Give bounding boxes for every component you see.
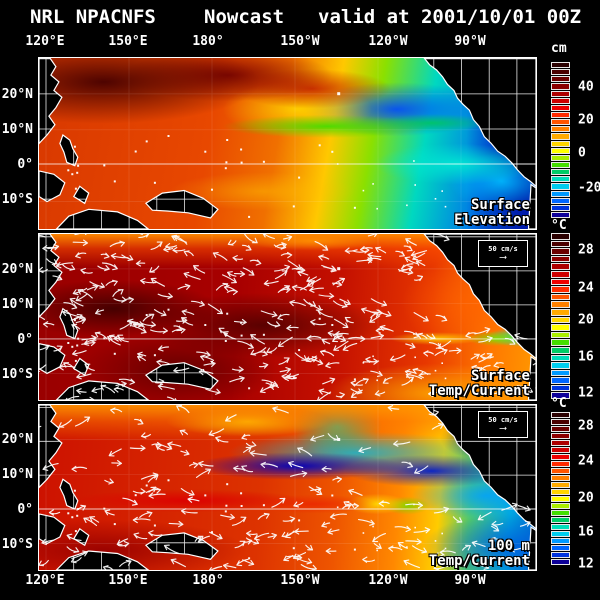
lon-tick-label: 90°W [454,34,486,49]
title-org: NRL NPACNFS [30,6,156,28]
lat-tick-label: 10°N [1,122,33,137]
colorbar-surface-temp: °C 28 24 20 16 12 [551,218,600,401]
colorbar-tick: -20 [578,180,600,196]
colorbar-unit: °C [551,396,567,411]
colorbar-swatches [551,233,570,400]
colorbar-tick: 28 [578,418,594,434]
colorbar-tick: 24 [578,280,594,296]
colorbar-tick: 20 [578,112,594,128]
colorbar-tick: 0 [578,145,586,161]
lat-tick-label: 10°N [1,297,33,312]
lat-tick-label: 10°S [1,537,33,552]
title-valid: valid at 2001/10/01 00Z [318,6,582,28]
panel-label-line1: Surface [470,197,530,213]
panel-label-surface-temp-current: Surface Temp/Current [429,369,530,399]
panel-label-line2: Elevation [454,212,530,228]
vector-key-box: 50 cm/s ⟶ [478,411,528,438]
title-product: Nowcast [204,6,285,28]
vector-key-label: 50 cm/s [488,415,518,424]
colorbar-tick: 28 [578,242,594,258]
lat-tick-label: 20°N [1,432,33,447]
lon-tick-label: 150°W [280,573,320,588]
colorbar-elevation: cm 40 20 0 -20 [551,41,600,219]
colorbar-tick: 12 [578,556,594,572]
map-overlay [39,58,536,229]
colorbar-unit: cm [551,41,567,56]
colorbar-tick: 16 [578,524,594,540]
lat-tick-label: 10°S [1,367,33,382]
lon-tick-label: 180° [192,34,224,49]
vector-key-arrow-icon: ⟶ [499,422,507,434]
lat-tick-label: 10°N [1,467,33,482]
panel-surface-elevation: 20°N 10°N 0° 10°S Surface Elevation [2,57,537,230]
lon-tick-label: 150°W [280,34,320,49]
panel-label-100m-temp-current: 100 m Temp/Current [429,539,530,569]
panel-100m-temp-current: 50 cm/s ⟶ 20°N 10°N 0° 10°S 100 m Temp/C… [2,404,537,571]
lon-tick-label: 150°E [108,573,148,588]
colorbar-tick: 16 [578,349,594,365]
vector-key-box: 50 cm/s ⟶ [478,240,528,267]
vector-key-arrow-icon: ⟶ [499,251,507,263]
lat-tick-label: 20°N [1,262,33,277]
lat-tick-label: 0° [17,332,33,347]
colorbar-tick: 20 [578,312,594,328]
lon-tick-label: 90°W [454,573,486,588]
lon-tick-label: 120°W [368,573,408,588]
colorbar-tick: 24 [578,453,594,469]
colorbar-tick: 12 [578,385,594,401]
lat-tick-label: 20°N [1,87,33,102]
panel-label-line2: Temp/Current [428,553,530,569]
panel-surface-temp-current: 50 cm/s ⟶ 20°N 10°N 0° 10°S Surface Temp… [2,233,537,401]
lat-tick-label: 0° [17,157,33,172]
lat-tick-label: 10°S [1,192,33,207]
colorbar-unit: °C [551,218,567,233]
colorbar-tick: 20 [578,490,594,506]
lon-tick-label: 120°W [368,34,408,49]
colorbar-100m-temp: °C 28 24 20 16 12 [551,396,600,572]
vector-key-label: 50 cm/s [488,244,518,253]
lon-tick-label: 120°E [25,573,65,588]
panel-label-line1: 100 m [487,538,530,554]
lon-tick-label: 180° [192,573,224,588]
panel-label-line1: Surface [470,368,530,384]
panel-label-surface-elevation: Surface Elevation [454,198,530,228]
panel-label-line2: Temp/Current [428,383,530,399]
lon-tick-label: 150°E [108,34,148,49]
colorbar-swatches [551,62,570,219]
colorbar-tick: 40 [578,79,594,95]
map-overlay [39,405,536,570]
colorbar-swatches [551,412,570,566]
lat-tick-label: 0° [17,502,33,517]
lon-tick-label: 120°E [25,34,65,49]
